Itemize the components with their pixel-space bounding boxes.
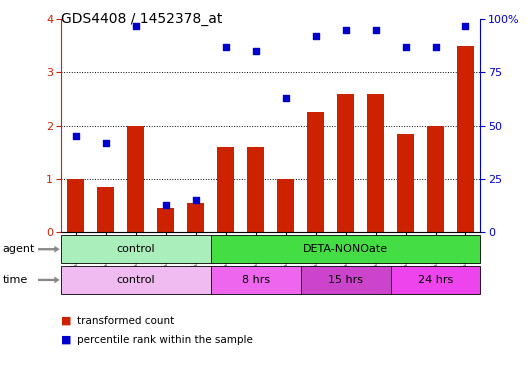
Point — [401, 44, 410, 50]
Text: 24 hrs: 24 hrs — [418, 275, 453, 285]
Bar — [367, 94, 384, 232]
Point — [312, 33, 320, 39]
Text: agent: agent — [3, 244, 35, 254]
Bar — [68, 179, 84, 232]
Text: ■: ■ — [61, 335, 71, 345]
Text: control: control — [116, 244, 155, 254]
Bar — [337, 94, 354, 232]
Point — [221, 44, 230, 50]
Point — [101, 140, 110, 146]
Point — [431, 44, 440, 50]
Bar — [427, 126, 444, 232]
Bar — [457, 46, 474, 232]
Point — [341, 27, 350, 33]
Text: percentile rank within the sample: percentile rank within the sample — [77, 335, 252, 345]
Bar — [397, 134, 414, 232]
Bar — [307, 113, 324, 232]
Bar — [187, 203, 204, 232]
Point — [461, 23, 470, 29]
Bar — [127, 126, 144, 232]
Point — [371, 27, 380, 33]
Text: 15 hrs: 15 hrs — [328, 275, 363, 285]
Bar — [247, 147, 264, 232]
Bar — [98, 187, 114, 232]
Bar — [277, 179, 294, 232]
Point — [251, 48, 260, 54]
Point — [281, 95, 290, 101]
Bar — [218, 147, 234, 232]
Text: control: control — [116, 275, 155, 285]
Text: GDS4408 / 1452378_at: GDS4408 / 1452378_at — [61, 12, 222, 25]
Text: time: time — [3, 275, 28, 285]
Bar — [157, 209, 174, 232]
Text: DETA-NONOate: DETA-NONOate — [303, 244, 388, 254]
Text: 8 hrs: 8 hrs — [241, 275, 270, 285]
Text: transformed count: transformed count — [77, 316, 174, 326]
Point — [162, 202, 170, 208]
Point — [192, 197, 200, 204]
Text: ■: ■ — [61, 316, 71, 326]
Point — [131, 23, 140, 29]
Point — [71, 133, 80, 139]
